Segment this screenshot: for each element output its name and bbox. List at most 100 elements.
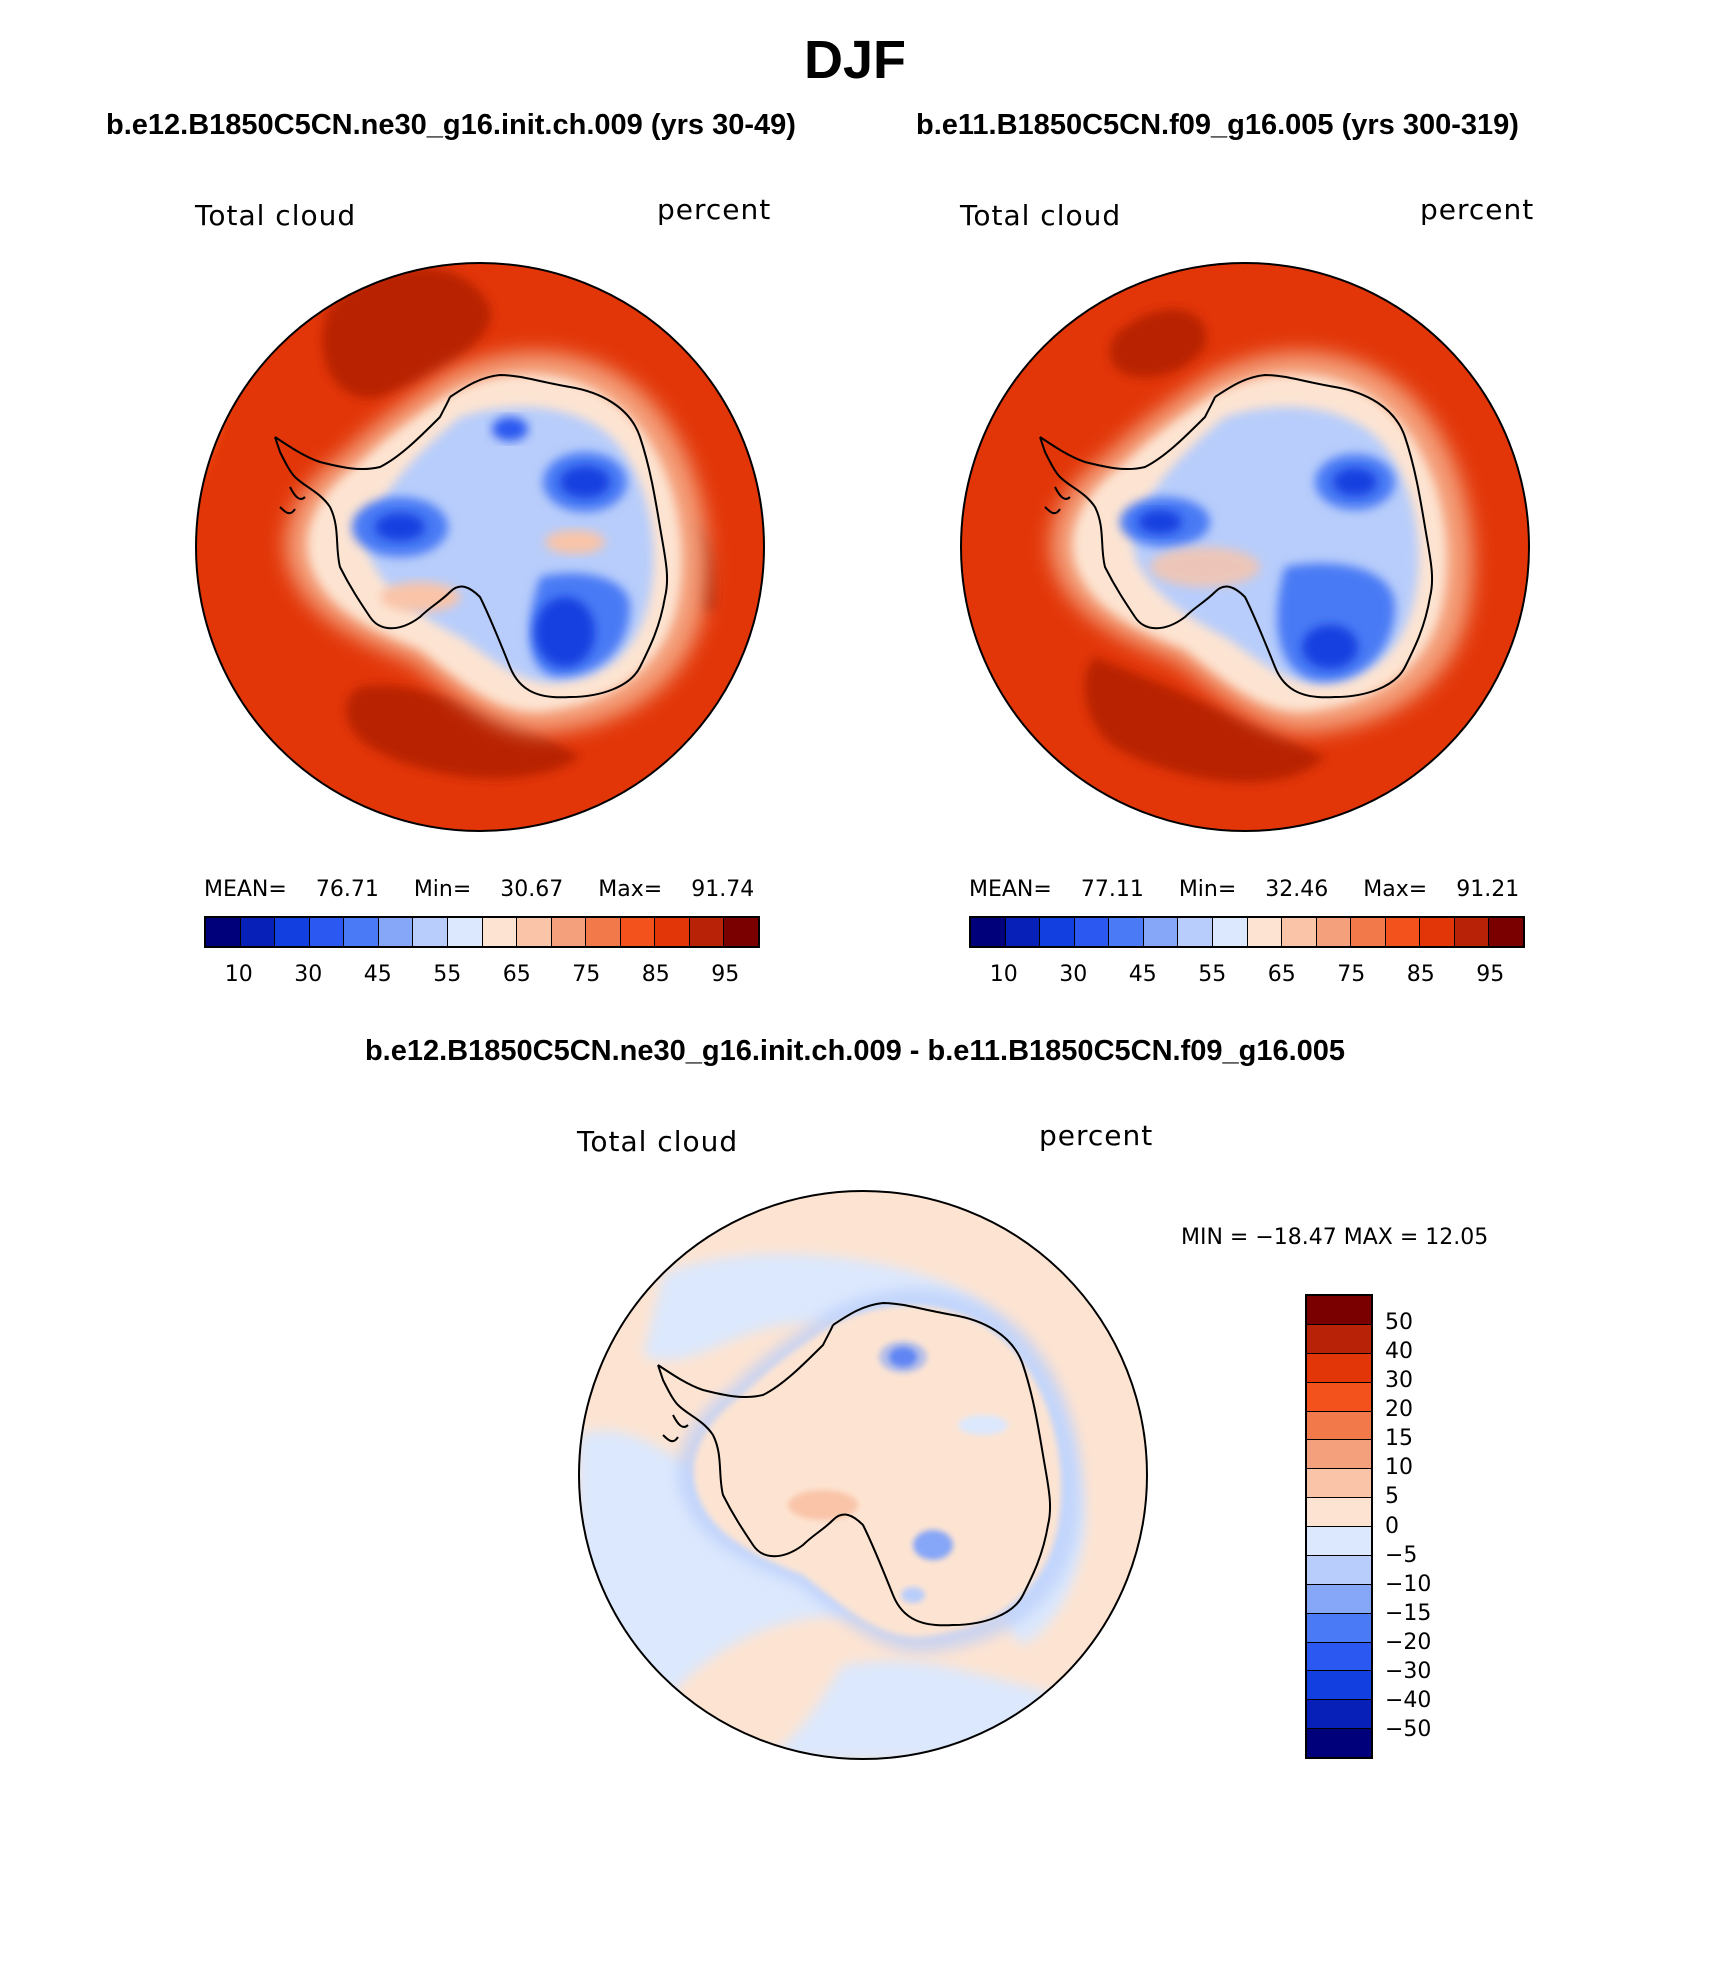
colorbar-tick-label: 55 [1198,962,1227,987]
colorbar-cell [1489,918,1523,946]
colorbar-cell [586,918,621,946]
colorbar-cell [1143,918,1179,946]
diff-minmax-label: MIN = −18.47 MAX = 12.05 [1181,1225,1489,1250]
colorbar-tick-label: 20 [1385,1397,1413,1423]
colorbar-cell [447,918,483,946]
left-max-label: Max= [598,877,663,902]
colorbar-tick-label: 55 [433,962,462,987]
right-stats-line: MEAN= 77.11 Min= 32.46 Max= 91.21 [969,877,1519,903]
right-min-value: 32.46 [1265,877,1329,902]
right-max-value: 91.21 [1456,877,1520,902]
left-variable-label: Total cloud [195,199,357,232]
right-mean-label: MEAN= [969,877,1052,902]
colorbar-tick-label: 10 [989,962,1018,987]
colorbar-tick-label: −50 [1385,1716,1432,1742]
colorbar-cell [344,918,379,946]
right-units-label: percent [1420,193,1535,226]
colorbar-tick-label: 95 [711,962,740,987]
right-max-label: Max= [1363,877,1428,902]
colorbar-tick-label: −40 [1385,1687,1432,1713]
antarctica-coastline [274,373,669,699]
colorbar-tick-label: 10 [224,962,253,987]
right-min-label: Min= [1178,877,1237,902]
colorbar-cell [1454,918,1490,946]
colorbar-cell [1307,1353,1371,1383]
colorbar-tick-label: 45 [363,962,392,987]
colorbar-tick-label: 0 [1385,1513,1399,1539]
colorbar-tick-label: 30 [294,962,323,987]
left-stats-line: MEAN= 76.71 Min= 30.67 Max= 91.74 [204,877,754,903]
left-max-value: 91.74 [691,877,755,902]
colorbar-tick-label: −30 [1385,1658,1432,1684]
colorbar-cell [655,918,690,946]
colorbar-tick-label: 95 [1476,962,1505,987]
colorbar-cell [1247,918,1283,946]
right-polar-map [960,262,1530,832]
colorbar-tick-label: 30 [1385,1368,1413,1394]
colorbar-tick-label: 40 [1385,1339,1413,1365]
colorbar-cell [1005,918,1041,946]
colorbar-cell [620,918,656,946]
left-panel-title: b.e12.B1850C5CN.ne30_g16.init.ch.009 (yr… [106,109,796,141]
figure-title: DJF [803,30,906,90]
colorbar-cell [1385,918,1421,946]
colorbar-cell [1307,1296,1371,1325]
diff-units-label: percent [1039,1119,1154,1152]
colorbar-tick-label: −10 [1385,1571,1432,1597]
difference-polar-map [578,1190,1148,1760]
colorbar-cell [1307,1700,1371,1730]
colorbar-cell [1307,1382,1371,1412]
colorbar-cell [1307,1555,1371,1585]
colorbar-cell [1316,918,1352,946]
colorbar-tick-label: 65 [502,962,531,987]
colorbar-cell [517,918,552,946]
colorbar-cell [1307,1613,1371,1643]
colorbar-cell [378,918,414,946]
colorbar-cell [1307,1584,1371,1614]
colorbar-cell [1109,918,1144,946]
colorbar-cell [724,918,758,946]
colorbar-cell [1307,1642,1371,1672]
colorbar-cell [1074,918,1110,946]
colorbar-cell [1307,1324,1371,1354]
colorbar-cell [1307,1498,1371,1527]
left-mean-label: MEAN= [204,877,287,902]
colorbar-cell [413,918,448,946]
colorbar-cell [1282,918,1317,946]
high-cloud-region [322,267,492,399]
right-mean-value: 77.11 [1080,877,1144,902]
colorbar-cell [240,918,276,946]
colorbar-cell [1307,1671,1371,1701]
colorbar-cell [689,918,725,946]
left-polar-map [195,262,765,832]
colorbar-tick-label: 75 [1337,962,1366,987]
left-min-label: Min= [413,877,472,902]
colorbar-cell [1307,1411,1371,1441]
left-mean-value: 76.71 [315,877,379,902]
colorbar-tick-label: 85 [1406,962,1435,987]
colorbar-cell [482,918,518,946]
diff-panel-title: b.e12.B1850C5CN.ne30_g16.init.ch.009 - b… [364,1035,1346,1067]
colorbar-cell [1307,1729,1371,1757]
colorbar-tick-label: −15 [1385,1600,1432,1626]
colorbar-cell [1212,918,1248,946]
left-units-label: percent [657,193,772,226]
colorbar-cell [1307,1527,1371,1556]
map-boundary [195,262,765,832]
colorbar-cell [1420,918,1455,946]
right-colorbar [969,916,1525,948]
colorbar-cell [1040,918,1075,946]
colorbar-cell [971,918,1006,946]
colorbar-tick-label: 65 [1267,962,1296,987]
right-variable-label: Total cloud [960,199,1122,232]
colorbar-tick-label: 15 [1385,1426,1413,1452]
colorbar-tick-label: −5 [1385,1542,1418,1568]
colorbar-cell [275,918,310,946]
colorbar-cell [1178,918,1213,946]
colorbar-tick-label: 75 [572,962,601,987]
diff-colorbar [1305,1294,1373,1759]
colorbar-tick-label: 50 [1385,1310,1413,1336]
right-panel-title: b.e11.B1850C5CN.f09_g16.005 (yrs 300-319… [916,109,1519,141]
left-min-value: 30.67 [500,877,564,902]
